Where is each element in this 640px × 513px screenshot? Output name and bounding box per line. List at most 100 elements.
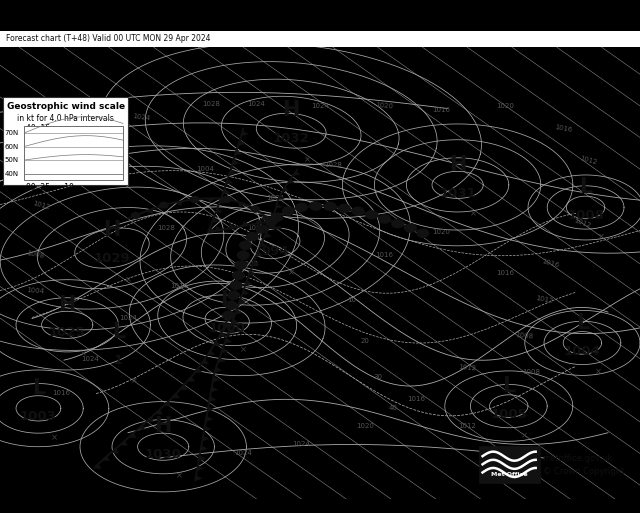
Text: ×: × bbox=[595, 368, 602, 377]
Polygon shape bbox=[188, 377, 195, 381]
Text: 1012: 1012 bbox=[458, 423, 476, 429]
Text: L: L bbox=[576, 312, 589, 332]
Polygon shape bbox=[202, 436, 209, 441]
Text: 1016: 1016 bbox=[375, 252, 393, 258]
Text: 1004: 1004 bbox=[247, 225, 265, 231]
Polygon shape bbox=[147, 417, 154, 422]
Text: 1004: 1004 bbox=[196, 166, 214, 172]
Text: 60N: 60N bbox=[4, 144, 19, 149]
Polygon shape bbox=[146, 209, 153, 214]
Polygon shape bbox=[293, 171, 300, 175]
Polygon shape bbox=[223, 189, 230, 194]
Polygon shape bbox=[228, 224, 236, 229]
Polygon shape bbox=[214, 367, 221, 372]
Polygon shape bbox=[242, 221, 249, 226]
Text: 70N: 70N bbox=[4, 130, 19, 136]
Polygon shape bbox=[94, 464, 101, 469]
Text: 1016: 1016 bbox=[497, 270, 515, 276]
Circle shape bbox=[353, 207, 364, 215]
Circle shape bbox=[266, 218, 277, 226]
Text: L: L bbox=[579, 177, 592, 197]
Polygon shape bbox=[216, 208, 223, 213]
Polygon shape bbox=[180, 385, 187, 390]
Text: 1025: 1025 bbox=[49, 326, 86, 340]
Polygon shape bbox=[155, 409, 163, 415]
Text: H: H bbox=[449, 154, 467, 174]
Text: ×: × bbox=[131, 377, 138, 386]
Circle shape bbox=[271, 213, 283, 222]
Text: 546: 546 bbox=[339, 207, 352, 213]
Text: 1029: 1029 bbox=[93, 252, 131, 265]
Text: ×: × bbox=[470, 210, 477, 219]
Text: 1020: 1020 bbox=[433, 229, 451, 235]
Circle shape bbox=[225, 301, 237, 309]
Text: H: H bbox=[154, 417, 172, 437]
Polygon shape bbox=[208, 227, 215, 232]
Text: 1024: 1024 bbox=[81, 356, 99, 362]
Circle shape bbox=[235, 261, 246, 269]
Bar bbox=[3, 97, 128, 185]
Text: 1020: 1020 bbox=[375, 102, 393, 110]
Polygon shape bbox=[211, 387, 218, 392]
Text: Geostrophic wind scale: Geostrophic wind scale bbox=[6, 102, 125, 111]
Polygon shape bbox=[207, 199, 214, 203]
Polygon shape bbox=[235, 150, 242, 155]
Text: 1024: 1024 bbox=[311, 103, 329, 109]
Text: in kt for 4.0 hPa intervals: in kt for 4.0 hPa intervals bbox=[17, 114, 114, 123]
Circle shape bbox=[310, 202, 321, 210]
Polygon shape bbox=[238, 141, 245, 146]
Text: H: H bbox=[282, 101, 300, 121]
Text: 40: 40 bbox=[389, 405, 398, 411]
Circle shape bbox=[256, 225, 268, 233]
Circle shape bbox=[131, 212, 140, 219]
Text: 1003: 1003 bbox=[20, 410, 57, 423]
Circle shape bbox=[339, 204, 350, 212]
Text: 1008: 1008 bbox=[241, 261, 259, 267]
Polygon shape bbox=[198, 456, 205, 461]
Polygon shape bbox=[262, 215, 269, 220]
Circle shape bbox=[160, 202, 168, 208]
Text: 1030: 1030 bbox=[145, 448, 182, 461]
Text: 40  15: 40 15 bbox=[26, 124, 50, 133]
Polygon shape bbox=[213, 341, 221, 346]
Text: Met Office: Met Office bbox=[491, 472, 527, 478]
Circle shape bbox=[324, 203, 336, 210]
Text: 1028: 1028 bbox=[202, 101, 220, 107]
Polygon shape bbox=[195, 475, 202, 481]
Text: H: H bbox=[103, 220, 121, 240]
Polygon shape bbox=[212, 377, 220, 382]
Text: 1016: 1016 bbox=[32, 164, 51, 175]
Circle shape bbox=[223, 196, 231, 202]
Polygon shape bbox=[207, 350, 215, 355]
Text: 1024: 1024 bbox=[292, 442, 310, 447]
Polygon shape bbox=[232, 160, 239, 165]
Circle shape bbox=[379, 215, 390, 223]
Text: ×: × bbox=[598, 232, 605, 241]
Polygon shape bbox=[200, 446, 207, 451]
Text: 994: 994 bbox=[262, 245, 289, 258]
Text: ×: × bbox=[176, 471, 182, 481]
Polygon shape bbox=[245, 280, 252, 286]
Text: 1004: 1004 bbox=[266, 195, 284, 202]
Polygon shape bbox=[207, 406, 214, 411]
Text: 1004: 1004 bbox=[26, 287, 44, 295]
Polygon shape bbox=[164, 402, 171, 406]
Text: © Crown Copyright: © Crown Copyright bbox=[543, 467, 624, 476]
Polygon shape bbox=[287, 179, 294, 183]
Polygon shape bbox=[269, 223, 276, 228]
Polygon shape bbox=[255, 219, 263, 224]
Polygon shape bbox=[214, 226, 222, 231]
Text: 1020: 1020 bbox=[356, 423, 374, 429]
Polygon shape bbox=[226, 179, 233, 185]
Circle shape bbox=[417, 229, 429, 238]
Polygon shape bbox=[219, 199, 226, 204]
Polygon shape bbox=[175, 201, 183, 206]
Text: 40N: 40N bbox=[4, 171, 19, 176]
Polygon shape bbox=[102, 456, 109, 461]
Text: 1008: 1008 bbox=[516, 332, 534, 340]
Circle shape bbox=[366, 211, 378, 219]
Circle shape bbox=[232, 271, 244, 280]
Circle shape bbox=[246, 232, 258, 241]
Text: L: L bbox=[112, 322, 125, 342]
Text: 80  25      10: 80 25 10 bbox=[26, 183, 74, 192]
